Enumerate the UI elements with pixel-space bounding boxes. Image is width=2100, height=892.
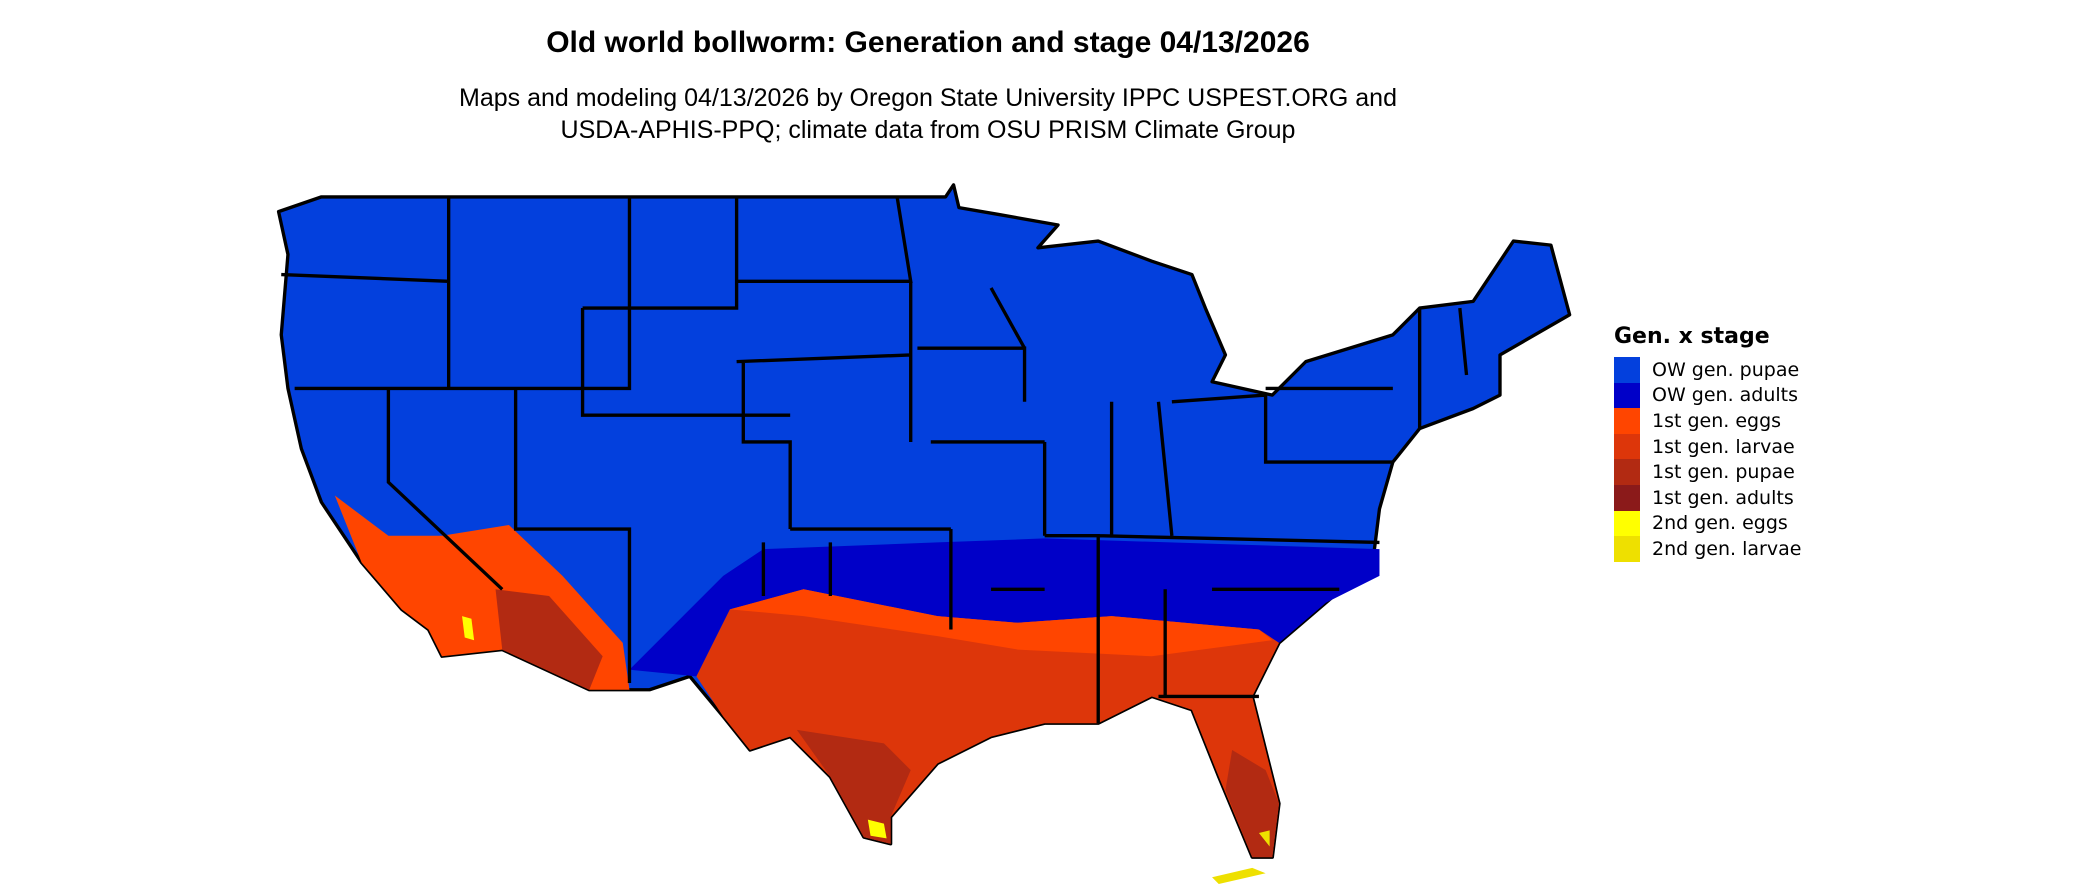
legend-item: 1st gen. pupae xyxy=(1614,459,1801,485)
legend-item: 1st gen. adults xyxy=(1614,484,1801,511)
subtitle-line-1: Maps and modeling 04/13/2026 by Oregon S… xyxy=(459,84,1397,112)
region-1st-gen-pupae-tx xyxy=(796,729,911,844)
legend-item: OW gen. pupae xyxy=(1614,357,1801,383)
legend-item: 2nd gen. eggs xyxy=(1614,510,1801,537)
region-ow-adults xyxy=(629,538,1380,677)
legend-label: 1st gen. larvae xyxy=(1652,435,1795,458)
legend-swatch xyxy=(1614,433,1640,460)
legend-item: 1st gen. eggs xyxy=(1614,408,1801,434)
region-2nd-gen-larvae xyxy=(1212,830,1270,884)
legend-swatch xyxy=(1614,357,1640,383)
legend-label: OW gen. pupae xyxy=(1652,358,1800,381)
state-borders xyxy=(281,197,1469,724)
legend-label: 2nd gen. larvae xyxy=(1652,537,1802,560)
legend-swatch xyxy=(1614,484,1640,511)
legend: Gen. x stage OW gen. pupae OW gen. adults… xyxy=(1614,324,1801,562)
subtitle-line-2: USDA-APHIS-PPQ; climate data from OSU PR… xyxy=(560,116,1296,144)
legend-item: OW gen. adults xyxy=(1614,382,1801,409)
region-1st-gen-pupae-sw xyxy=(495,589,603,690)
legend-label: 1st gen. adults xyxy=(1652,486,1794,509)
legend-label: 1st gen. eggs xyxy=(1652,409,1782,432)
legend-item: 2nd gen. larvae xyxy=(1614,536,1801,562)
legend-title: Gen. x stage xyxy=(1614,324,1770,349)
legend-swatch xyxy=(1614,510,1640,537)
legend-label: 1st gen. pupae xyxy=(1652,461,1795,484)
legend-swatch xyxy=(1614,536,1640,562)
map-title: Old world bollworm: Generation and stage… xyxy=(546,26,1310,59)
legend-swatch xyxy=(1614,459,1640,485)
region-1st-gen-pupae-fl xyxy=(1225,750,1280,858)
legend-label: 2nd gen. eggs xyxy=(1652,512,1788,535)
region-1st-gen-eggs-band xyxy=(729,589,1273,657)
legend-swatch xyxy=(1614,382,1640,409)
legend-label: OW gen. adults xyxy=(1652,384,1799,407)
legend-swatch xyxy=(1614,408,1640,434)
legend-item: 1st gen. larvae xyxy=(1614,433,1801,460)
